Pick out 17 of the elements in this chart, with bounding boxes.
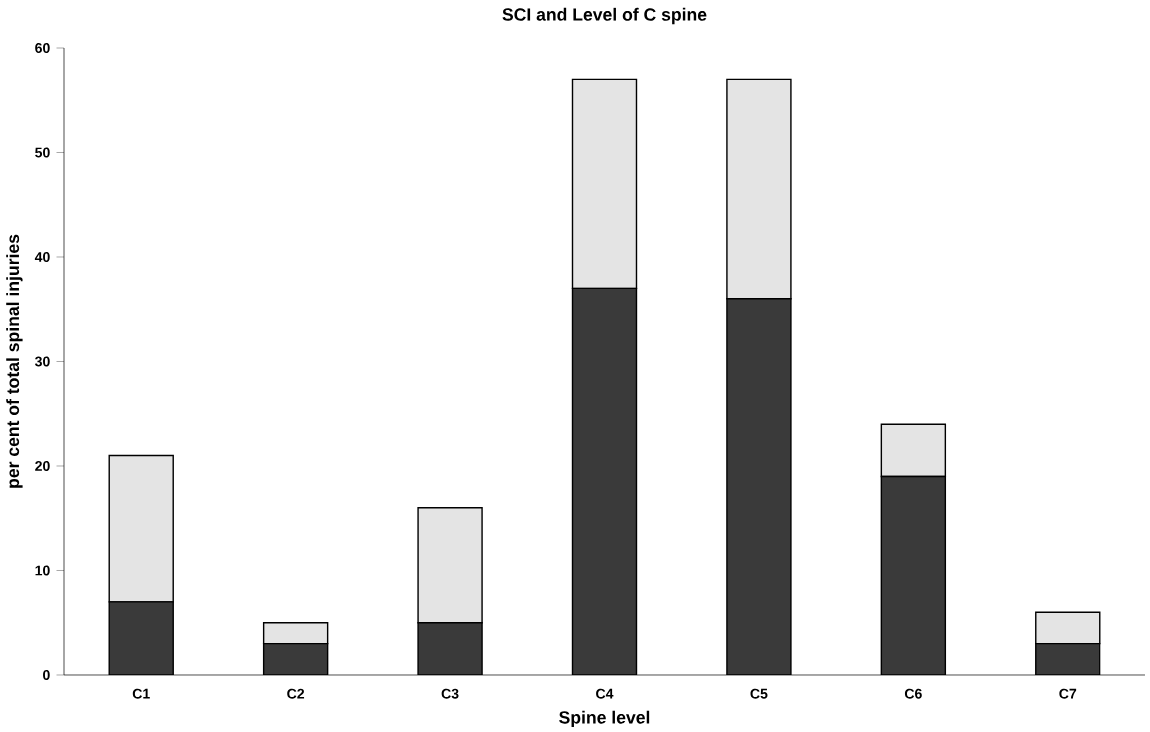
y-tick-label: 40 [34, 252, 50, 262]
y-tick-label: 30 [34, 356, 50, 367]
x-tick-label: C5 [750, 688, 768, 699]
y-tick-label: 10 [35, 565, 50, 576]
chart-title: SCI and Level of C spine [502, 7, 707, 25]
x-tick-label: C1 [132, 688, 150, 699]
x-tick-label: C6 [904, 688, 922, 699]
y-tick-label: 0 [43, 670, 50, 680]
x-tick-label: C7 [1059, 688, 1077, 699]
y-axis-title: per cent of total spinal injuries [6, 234, 23, 488]
x-tick-label: C4 [596, 688, 614, 699]
x-tick-label: C2 [287, 688, 305, 699]
x-tick-label: C3 [441, 688, 459, 699]
y-tick-label: 50 [35, 147, 50, 158]
y-tick-label: 60 [35, 43, 50, 53]
y-tick-label: 20 [35, 461, 50, 471]
x-axis-title: Spine level [559, 710, 650, 728]
